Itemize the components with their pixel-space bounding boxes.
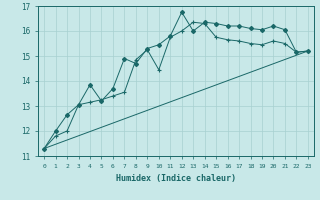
X-axis label: Humidex (Indice chaleur): Humidex (Indice chaleur) [116,174,236,183]
